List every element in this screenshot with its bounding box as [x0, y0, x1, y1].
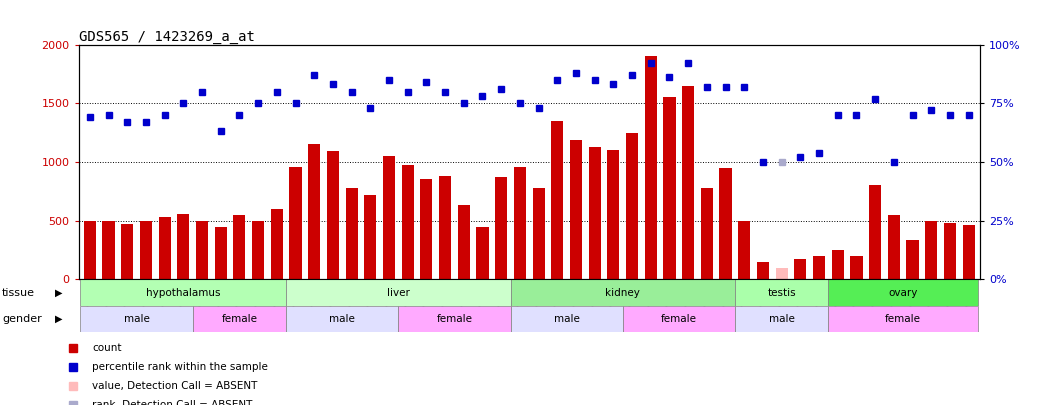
Bar [252, 221, 264, 279]
Text: percentile rank within the sample: percentile rank within the sample [92, 362, 268, 372]
Text: male: male [329, 314, 355, 324]
Text: tissue: tissue [2, 288, 35, 298]
Text: hypothalamus: hypothalamus [146, 288, 220, 298]
Bar [81, 279, 286, 306]
Bar [286, 279, 510, 306]
Bar [383, 156, 395, 279]
Text: liver: liver [387, 288, 410, 298]
Bar [327, 151, 339, 279]
Bar [738, 221, 750, 279]
Bar [439, 176, 452, 279]
Bar [122, 224, 133, 279]
Bar [850, 256, 863, 279]
Bar [757, 262, 769, 279]
Bar [589, 147, 601, 279]
Bar [398, 306, 510, 332]
Bar [215, 227, 226, 279]
Bar [308, 145, 321, 279]
Text: female: female [661, 314, 697, 324]
Bar [458, 205, 470, 279]
Bar [828, 306, 978, 332]
Bar [944, 223, 956, 279]
Bar [84, 221, 96, 279]
Bar [289, 167, 302, 279]
Bar [420, 179, 433, 279]
Bar [888, 215, 900, 279]
Bar [663, 97, 676, 279]
Bar [510, 279, 735, 306]
Bar [832, 249, 844, 279]
Bar [962, 226, 975, 279]
Bar [828, 279, 978, 306]
Text: kidney: kidney [606, 288, 640, 298]
Bar [682, 85, 694, 279]
Text: female: female [886, 314, 921, 324]
Bar [607, 150, 619, 279]
Bar [346, 188, 357, 279]
Bar [81, 306, 193, 332]
Bar [270, 209, 283, 279]
Bar [735, 306, 828, 332]
Bar [776, 268, 788, 279]
Text: male: male [124, 314, 150, 324]
Bar [925, 221, 937, 279]
Text: female: female [436, 314, 473, 324]
Bar [510, 306, 623, 332]
Text: value, Detection Call = ABSENT: value, Detection Call = ABSENT [92, 381, 258, 391]
Bar [365, 195, 376, 279]
Bar [158, 217, 171, 279]
Text: male: male [769, 314, 794, 324]
Bar [401, 165, 414, 279]
Bar [139, 221, 152, 279]
Bar [626, 133, 638, 279]
Bar [286, 306, 398, 332]
Text: ▶: ▶ [54, 314, 62, 324]
Text: count: count [92, 343, 122, 353]
Bar [234, 215, 245, 279]
Bar [196, 221, 209, 279]
Bar [514, 167, 526, 279]
Text: ovary: ovary [889, 288, 918, 298]
Text: female: female [221, 314, 258, 324]
Bar [570, 140, 582, 279]
Bar [720, 168, 732, 279]
Bar [907, 239, 919, 279]
Text: rank, Detection Call = ABSENT: rank, Detection Call = ABSENT [92, 400, 253, 405]
Bar [103, 221, 114, 279]
Bar [645, 56, 657, 279]
Bar [813, 256, 825, 279]
Text: male: male [553, 314, 580, 324]
Bar [193, 306, 286, 332]
Bar [177, 214, 190, 279]
Bar [623, 306, 735, 332]
Bar [551, 121, 564, 279]
Text: ▶: ▶ [54, 288, 62, 298]
Bar [794, 259, 807, 279]
Bar [869, 185, 881, 279]
Bar [735, 279, 828, 306]
Bar [532, 188, 545, 279]
Text: testis: testis [767, 288, 796, 298]
Bar [701, 188, 713, 279]
Text: GDS565 / 1423269_a_at: GDS565 / 1423269_a_at [79, 30, 255, 43]
Bar [495, 177, 507, 279]
Text: gender: gender [2, 314, 42, 324]
Bar [477, 227, 488, 279]
